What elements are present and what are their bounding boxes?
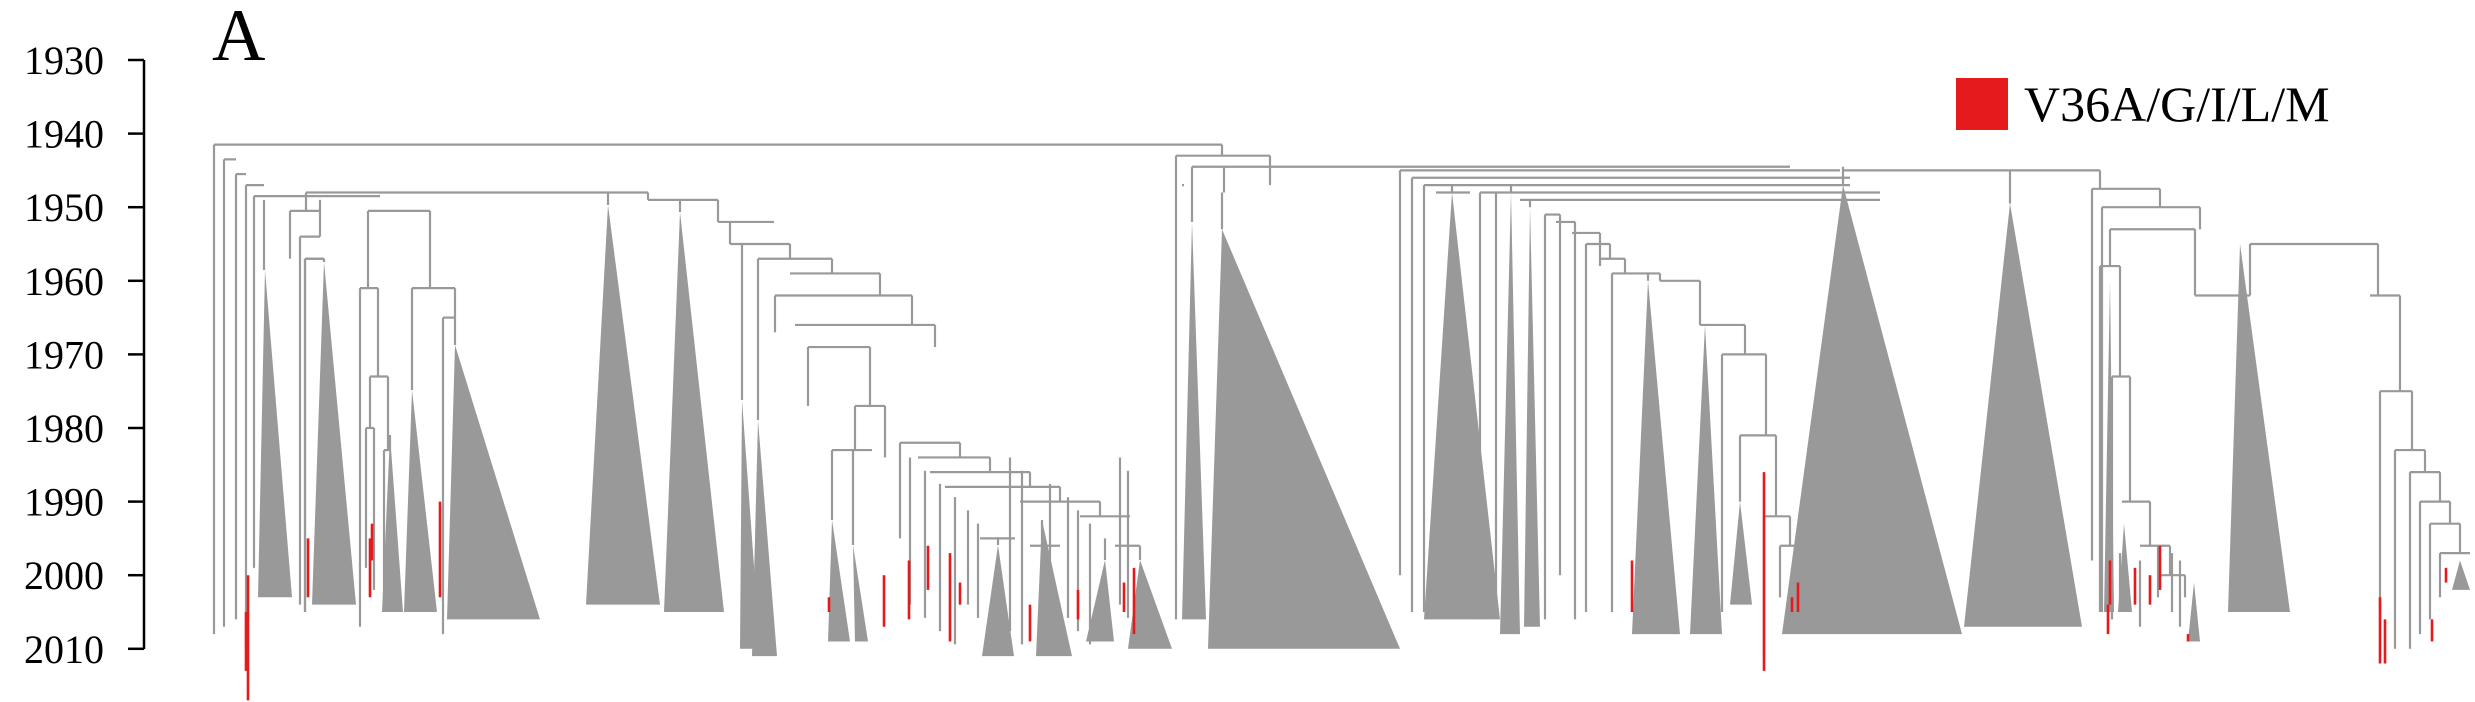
collapsed-clade-15 xyxy=(1182,221,1206,620)
collapsed-clade-11 xyxy=(982,545,1014,657)
collapsed-clade-14 xyxy=(1128,560,1172,649)
collapsed-clade-21 xyxy=(1690,324,1722,635)
y-tick-label-1930: 1930 xyxy=(24,38,104,83)
collapsed-clade-28 xyxy=(2228,244,2290,612)
highlighted-branches xyxy=(244,472,2448,701)
collapsed-clade-10 xyxy=(853,545,868,642)
y-tick-label-1980: 1980 xyxy=(24,406,104,451)
collapsed-clade-8 xyxy=(752,420,777,657)
tree-branches xyxy=(212,143,2470,657)
collapsed-clade-25 xyxy=(2104,280,2114,612)
collapsed-clade-0 xyxy=(258,270,292,598)
collapsed-clade-6 xyxy=(664,212,724,612)
panel-label: A xyxy=(212,0,265,77)
collapsed-clade-26 xyxy=(2118,523,2132,612)
legend: V36A/G/I/L/M xyxy=(1956,76,2330,132)
collapsed-clade-16 xyxy=(1208,229,1400,649)
y-tick-label-1950: 1950 xyxy=(24,185,104,230)
collapsed-clade-9 xyxy=(828,520,850,642)
collapsed-clade-4 xyxy=(447,345,540,620)
legend-label: V36A/G/I/L/M xyxy=(2024,76,2330,132)
y-axis: 1930 1940 1950 1960 1970 1980 1990 2000 2010 xyxy=(24,38,146,672)
collapsed-clade-23 xyxy=(1782,185,1962,635)
y-tick-label-1960: 1960 xyxy=(24,259,104,304)
collapsed-clade-13 xyxy=(1086,560,1114,642)
collapsed-clade-17 xyxy=(1424,192,1500,620)
collapsed-clade-29 xyxy=(2452,560,2470,590)
collapsed-clade-18 xyxy=(1500,192,1520,635)
collapsed-clade-5 xyxy=(586,205,660,605)
collapsed-clade-24 xyxy=(1964,203,2082,627)
collapsed-clade-20 xyxy=(1632,280,1680,635)
y-tick-label-2010: 2010 xyxy=(24,627,104,672)
y-tick-label-1970: 1970 xyxy=(24,332,104,377)
collapsed-clade-27 xyxy=(2188,582,2200,642)
collapsed-clade-2 xyxy=(382,435,403,612)
collapsed-clade-19 xyxy=(1524,207,1540,627)
y-tick-label-1990: 1990 xyxy=(24,480,104,525)
collapsed-clade-3 xyxy=(404,390,437,612)
collapsed-clade-12 xyxy=(1036,520,1072,657)
collapsed-clades xyxy=(258,185,2470,657)
legend-swatch xyxy=(1956,78,2008,130)
collapsed-clade-1 xyxy=(312,262,356,605)
collapsed-clade-22 xyxy=(1730,501,1752,605)
y-tick-label-1940: 1940 xyxy=(24,112,104,157)
y-tick-label-2000: 2000 xyxy=(24,553,104,598)
